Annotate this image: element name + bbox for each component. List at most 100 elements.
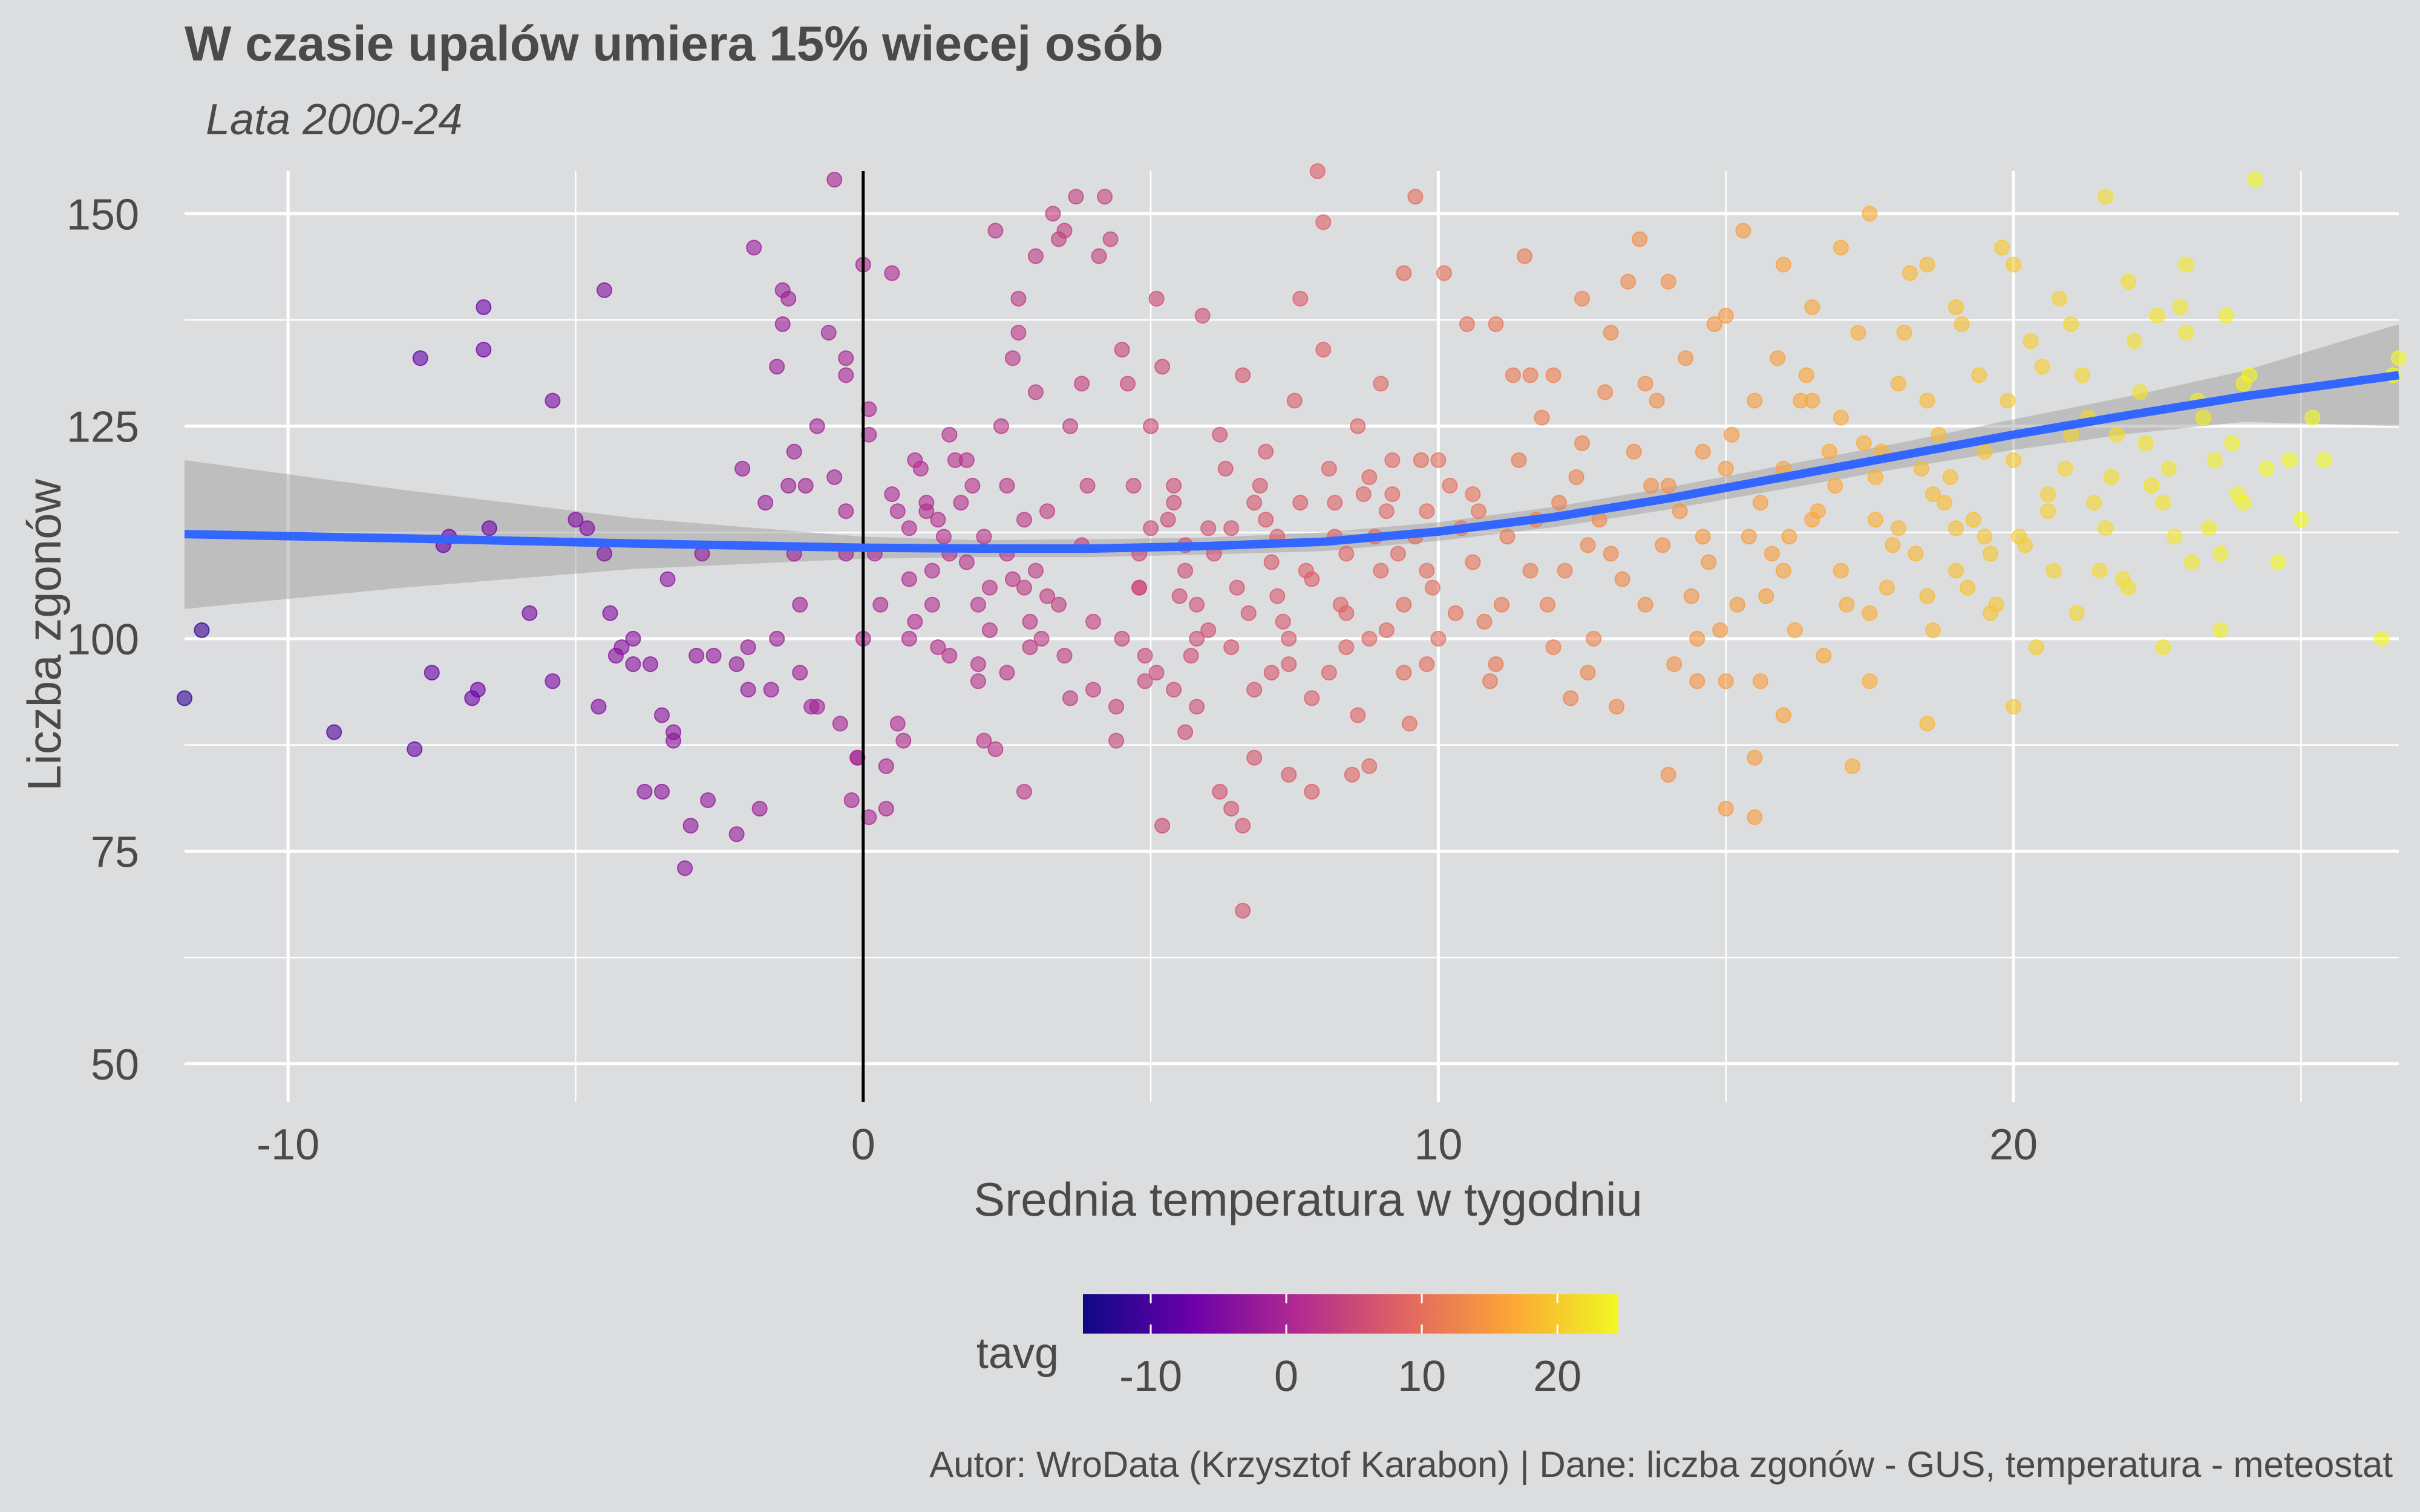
data-point [1735,223,1751,239]
data-point [987,223,1004,239]
data-point [1459,316,1475,332]
data-point [1436,265,1452,281]
data-point [613,639,630,656]
data-point [1672,503,1688,520]
data-point [981,579,998,596]
data-point [907,613,923,630]
data-point [476,299,492,315]
data-point [705,648,722,664]
data-point [1666,656,1683,673]
data-point [1212,784,1228,800]
data-point [999,478,1015,494]
data-point [1177,562,1194,579]
data-point [1189,596,1205,613]
data-point [1862,673,1878,689]
legend-title: tavg [976,1329,1059,1378]
data-point [820,325,837,341]
y-tick-label: 100 [67,616,139,664]
y-tick-label: 75 [91,828,139,876]
data-point [407,741,423,757]
data-point [953,495,969,511]
data-point [424,665,440,681]
data-point [1545,367,1562,383]
data-point [469,682,486,698]
data-point [1816,648,1832,664]
data-point [1862,206,1878,222]
data-point [2109,426,2125,443]
data-point [1626,443,1642,460]
data-point [1465,554,1481,570]
data-point [2063,316,2079,332]
data-point [2206,452,2223,468]
data-point [522,605,538,621]
data-point [1027,248,1044,264]
data-point [596,282,612,298]
data-point [1419,656,1435,673]
data-point [1839,596,1855,613]
data-point [1603,325,1619,341]
data-point [1148,290,1165,307]
data-point [1189,699,1205,715]
data-point [1493,596,1509,613]
data-point [1488,656,1504,673]
data-point [677,860,693,876]
data-point [1137,673,1153,689]
data-point [1269,588,1286,604]
data-point [1879,579,1895,596]
data-point [682,818,699,834]
data-point [1522,367,1539,383]
data-point [1016,784,1032,800]
data-point [1027,384,1044,400]
data-point [769,631,785,647]
data-point [1695,529,1711,545]
data-point [596,546,612,562]
chart-title: W czasie upalów umiera 15% wiecej osób [185,16,1163,71]
data-point [2098,520,2114,536]
data-point [1166,478,1182,494]
data-point [1580,665,1596,681]
data-point [1223,520,1240,536]
data-point [688,648,705,664]
data-point [809,418,825,434]
data-point [1062,690,1078,706]
data-point [1948,562,1964,579]
data-point [740,639,756,656]
data-point [740,682,756,698]
data-point [1775,707,1791,723]
data-point [1240,605,1257,621]
data-point [1804,393,1820,409]
data-point [884,486,900,503]
data-point [930,639,946,656]
data-point [2391,350,2407,367]
data-point [2114,571,2131,587]
data-point [1925,486,1941,503]
data-point [1292,495,1309,511]
legend-tick-label: 10 [1398,1352,1446,1401]
data-point [1850,325,1866,341]
data-point [1217,460,1234,477]
data-point [654,707,670,723]
data-point [1568,469,1584,485]
data-point [1068,189,1084,205]
data-point [1775,562,1791,579]
smooth-line [184,371,2399,553]
data-point [1286,393,1303,409]
y-tick-label: 50 [91,1041,139,1089]
data-point [2011,529,2027,545]
data-point [970,656,986,673]
data-point [326,724,342,740]
data-point [1022,613,1038,630]
data-point [1321,460,1337,477]
data-point [1482,673,1498,689]
data-point [935,529,952,545]
data-point [826,172,843,188]
data-point [1154,818,1171,834]
data-point [1246,682,1263,698]
data-point [1614,571,1630,587]
data-point [746,240,762,256]
data-point [1689,631,1705,647]
chart-subtitle: Lata 2000-24 [206,96,462,144]
legend-tick-label: 0 [1274,1352,1298,1401]
data-point [1655,537,1671,553]
data-point [1977,443,1993,460]
